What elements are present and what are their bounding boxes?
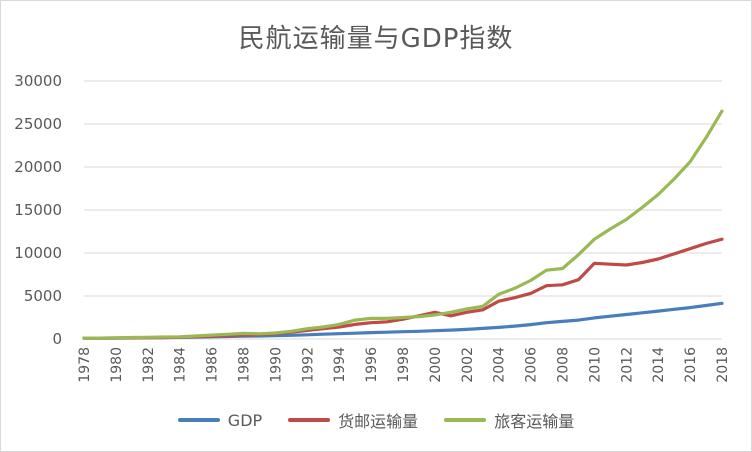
legend-swatch (177, 418, 220, 422)
x-tick-label: 1992 (300, 347, 316, 383)
legend-label: 货邮运输量 (338, 412, 419, 431)
series-line-1 (82, 237, 724, 340)
x-tick-label: 2004 (492, 347, 508, 383)
x-tick-label: 1980 (109, 347, 125, 383)
legend-swatch (288, 418, 331, 422)
x-tick-label: 2002 (460, 347, 476, 383)
y-tick-label: 15000 (14, 201, 62, 219)
x-tick-label: 2000 (428, 347, 444, 383)
y-tick-label: 25000 (14, 115, 62, 133)
x-tick-label: 2010 (587, 347, 603, 383)
legend: GDP 货邮运输量 旅客运输量 (0, 408, 752, 432)
x-axis-tick-labels: 1978 1980 1982 1984 1986 1988 1990 1992 1994 1996… (77, 347, 731, 383)
x-tick-label: 2006 (524, 347, 540, 383)
x-tick-label: 1982 (141, 347, 157, 383)
legend-item: 旅客运输量 (444, 408, 574, 432)
y-tick-label: 5000 (24, 287, 62, 305)
legend-label: GDP (227, 410, 263, 430)
y-tick-label: 20000 (14, 158, 62, 176)
x-tick-label: 2018 (715, 347, 731, 383)
x-tick-label: 1978 (77, 347, 93, 383)
series-line-2 (82, 109, 724, 340)
gridlines (84, 80, 722, 340)
x-tick-label: 2014 (651, 347, 667, 383)
x-tick-label: 2012 (619, 347, 635, 383)
series-lines (82, 109, 724, 340)
legend-item: 货邮运输量 (288, 408, 418, 432)
y-tick-label: 30000 (14, 72, 62, 90)
y-tick-label: 0 (52, 330, 62, 348)
y-tick-label: 10000 (14, 244, 62, 262)
x-tick-label: 2008 (556, 347, 572, 383)
legend-swatch (444, 418, 487, 422)
x-tick-label: 1998 (396, 347, 412, 383)
x-tick-label: 2016 (683, 347, 699, 383)
x-tick-label: 1996 (364, 347, 380, 383)
legend-label: 旅客运输量 (494, 412, 575, 431)
x-tick-label: 1984 (173, 347, 189, 383)
chart-title: 民航运输量与GDP指数 (238, 24, 514, 54)
x-tick-label: 1990 (268, 347, 284, 383)
y-axis-tick-labels: 0 5000 10000 15000 20000 25000 30000 (14, 72, 62, 348)
legend-item: GDP (177, 408, 263, 432)
x-tick-label: 1988 (237, 347, 253, 383)
x-tick-label: 1994 (332, 347, 348, 383)
x-tick-label: 1986 (205, 347, 221, 383)
